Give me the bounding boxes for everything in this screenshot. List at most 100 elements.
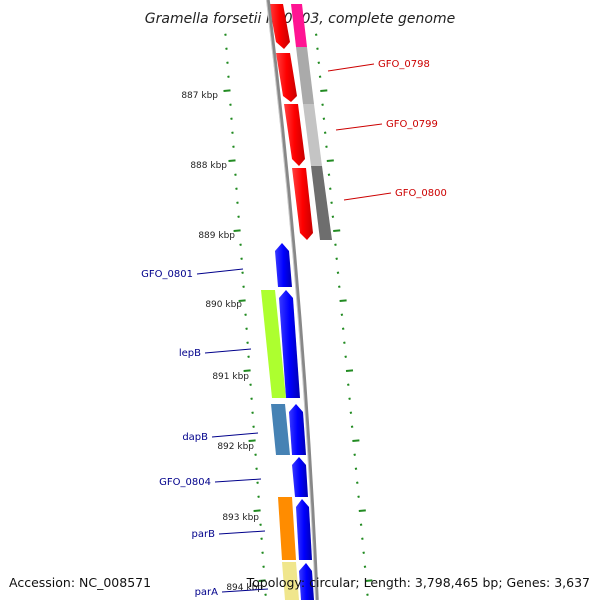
tick-mark (247, 355, 250, 358)
tick-mark (314, 33, 318, 36)
tick-mark (359, 523, 363, 526)
leader-line-gfo0798 (327, 63, 375, 72)
tick-mark (261, 551, 264, 554)
gene-arrow-gfo0800 (292, 168, 313, 240)
tick-mark (338, 285, 341, 288)
tick-mark (322, 117, 326, 120)
ruler-label-887: 887 kbp (181, 91, 218, 101)
leader-line-dapb (211, 432, 259, 438)
tick-mark (239, 243, 242, 246)
tick-mark (333, 229, 341, 232)
cds-block-dapb (271, 404, 290, 455)
tick-mark (349, 411, 353, 414)
tick-mark (317, 61, 321, 64)
gene-label-parb[interactable]: parB (192, 529, 216, 540)
tick-mark (224, 33, 227, 36)
tick-mark (363, 565, 367, 568)
tick-mark (238, 299, 246, 302)
tick-mark (232, 145, 235, 148)
ruler-label-891: 891 kbp (212, 372, 249, 382)
cds-block-0797 (291, 4, 307, 47)
reverse-strand-track (275, 243, 314, 600)
tick-mark (323, 131, 327, 134)
tick-mark (251, 411, 254, 414)
tick-mark (252, 425, 255, 428)
tick-mark (236, 201, 239, 204)
tick-mark (366, 593, 369, 596)
tick-mark (331, 215, 335, 218)
gene-arrow-gfo0804 (292, 457, 308, 497)
tick-mark (258, 579, 266, 582)
gene-arrow-lepb (279, 290, 300, 398)
tick-mark (327, 173, 331, 176)
ruler-label-893: 893 kbp (222, 513, 259, 523)
tick-mark (248, 439, 256, 442)
tick-mark (242, 285, 245, 288)
gene-label-para[interactable]: parA (195, 587, 219, 598)
tick-mark (233, 229, 241, 232)
tick-mark (352, 439, 360, 442)
tick-mark (264, 593, 267, 596)
gene-arrow-gfo0798 (276, 53, 297, 102)
cds-color-track (291, 4, 332, 240)
gene-label-gfo0804[interactable]: GFO_0804 (159, 477, 211, 488)
backbone-highlight (266, 0, 316, 600)
tick-mark (347, 383, 350, 386)
tick-mark (250, 397, 253, 400)
tick-mark (229, 103, 232, 106)
leader-line-gfo0800 (343, 192, 392, 201)
tick-mark (334, 243, 337, 246)
tick-mark (259, 523, 262, 526)
gene-label-gfo0800[interactable]: GFO_0800 (395, 188, 447, 199)
cds-block-0800 (311, 166, 332, 240)
gene-arrow-gfo0801 (275, 243, 292, 287)
gene-label-dapb[interactable]: dapB (182, 432, 208, 443)
tick-mark (343, 341, 346, 344)
tick-mark (341, 327, 345, 330)
tick-mark (362, 551, 365, 554)
tick-mark (231, 131, 234, 134)
tick-mark (357, 495, 360, 498)
tick-mark (254, 453, 257, 456)
tick-mark (356, 481, 359, 484)
leader-line-parb (218, 530, 266, 535)
tick-mark (234, 173, 237, 176)
gene-label-gfo0801[interactable]: GFO_0801 (141, 269, 193, 280)
tick-marks (223, 33, 373, 596)
tick-mark (246, 341, 249, 344)
leader-line-gfo0801 (196, 268, 244, 275)
tick-mark (262, 565, 265, 568)
cds-block-lepb (261, 290, 286, 398)
tick-mark (329, 187, 332, 190)
gene-arrow-parb (296, 499, 312, 560)
gene-arrow-para (299, 563, 314, 600)
ruler-label-890: 890 kbp (205, 300, 242, 310)
gene-label-lepb[interactable]: lepB (179, 348, 201, 359)
tick-mark (240, 257, 243, 260)
tick-mark (245, 327, 248, 330)
tick-mark (361, 537, 364, 540)
tick-mark (226, 61, 229, 64)
tick-mark (255, 467, 258, 470)
tick-mark (339, 299, 347, 302)
gene-label-gfo0798[interactable]: GFO_0798 (378, 59, 430, 70)
tick-mark (249, 383, 252, 386)
tick-mark (344, 355, 347, 358)
tick-mark (235, 187, 238, 190)
tick-mark (330, 201, 333, 204)
cds-color-track-left (261, 290, 299, 600)
tick-mark (340, 313, 344, 316)
tick-mark (325, 145, 328, 148)
accession-text: Accession: NC_008571 (9, 575, 152, 590)
gene-arrow-gfo0797 (269, 4, 290, 49)
tick-mark (237, 215, 240, 218)
gene-label-gfo0799[interactable]: GFO_0799 (386, 119, 438, 130)
tick-mark (260, 537, 263, 540)
cds-block-parb (278, 497, 296, 560)
tick-mark (335, 257, 338, 260)
tick-mark (321, 103, 324, 106)
leader-line-gfo0804 (214, 478, 262, 483)
tick-mark (348, 397, 351, 400)
leader-line-lepb (204, 348, 252, 354)
